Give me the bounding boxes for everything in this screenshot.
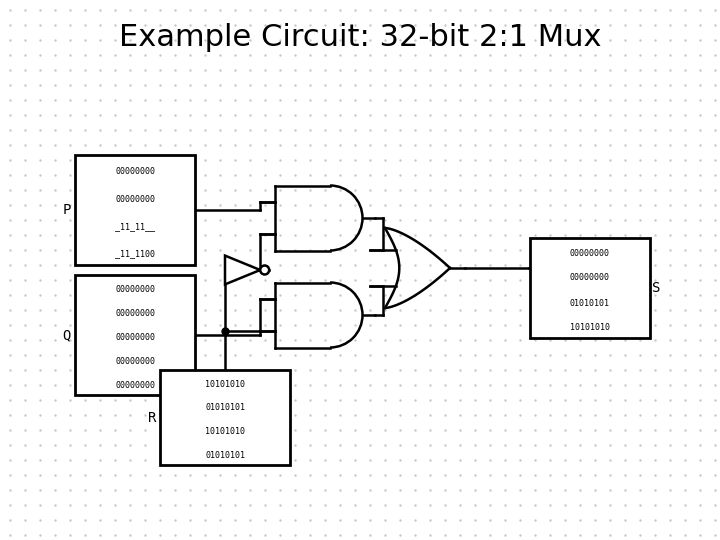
Text: 01010101: 01010101 — [570, 299, 610, 307]
Text: 01010101: 01010101 — [205, 451, 245, 460]
Text: Q: Q — [63, 328, 71, 342]
Text: P: P — [63, 203, 71, 217]
Text: _11_1100: _11_1100 — [115, 249, 155, 259]
Text: 01010101: 01010101 — [205, 403, 245, 413]
Polygon shape — [225, 255, 260, 285]
Bar — [160, 370, 290, 465]
Bar — [530, 238, 650, 338]
Bar — [75, 155, 195, 265]
Text: 00000000: 00000000 — [115, 357, 155, 366]
Text: 00000000: 00000000 — [570, 248, 610, 258]
Text: 00000000: 00000000 — [115, 333, 155, 342]
Text: Example Circuit: 32-bit 2:1 Mux: Example Circuit: 32-bit 2:1 Mux — [119, 24, 601, 52]
Text: R: R — [148, 410, 156, 424]
Text: S: S — [652, 281, 660, 295]
Text: 00000000: 00000000 — [115, 381, 155, 390]
Text: 10101010: 10101010 — [205, 380, 245, 389]
Text: 00000000: 00000000 — [115, 167, 155, 176]
Text: 00000000: 00000000 — [570, 273, 610, 282]
Text: 10101010: 10101010 — [570, 323, 610, 333]
Text: 00000000: 00000000 — [115, 309, 155, 318]
Text: 00000000: 00000000 — [115, 194, 155, 204]
Text: 00000000: 00000000 — [115, 285, 155, 294]
Text: _11_11__: _11_11__ — [115, 222, 155, 231]
Circle shape — [260, 266, 269, 274]
Text: 10101010: 10101010 — [205, 427, 245, 436]
Bar — [75, 275, 195, 395]
